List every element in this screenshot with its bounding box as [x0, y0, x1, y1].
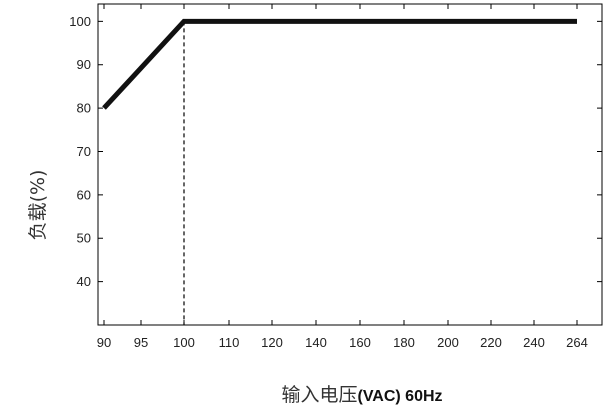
y-tick-label: 60	[77, 187, 91, 202]
y-axis-ticks: 40 50 60 70 80 90 100	[69, 14, 602, 289]
series-layer	[102, 18, 577, 110]
y-axis-title: 负载(%)	[27, 170, 49, 241]
x-axis-title-cjk: 输入电压	[281, 384, 357, 406]
x-tick-label: 120	[261, 335, 283, 350]
y-tick-label: 50	[77, 231, 91, 246]
x-tick-label: 95	[134, 335, 148, 350]
x-tick-label: 140	[305, 335, 327, 350]
y-tick-label: 80	[77, 101, 91, 116]
x-axis-ticks: 90 95 100 110 120 140 160 180 200 220 240 264	[97, 4, 588, 350]
plot-frame	[97, 3, 603, 326]
x-axis-title-latin: (VAC) 60Hz	[357, 388, 442, 405]
x-tick-label: 200	[437, 335, 459, 350]
y-tick-label: 90	[77, 57, 91, 72]
x-tick-label: 100	[173, 335, 195, 350]
x-tick-label: 180	[393, 335, 415, 350]
y-tick-label: 40	[77, 274, 91, 289]
x-tick-label: 160	[349, 335, 371, 350]
x-tick-label: 240	[523, 335, 545, 350]
series-line	[102, 18, 577, 110]
x-tick-label: 90	[97, 335, 111, 350]
x-axis-title: 输入电压(VAC) 60Hz	[281, 384, 442, 406]
x-tick-label: 110	[219, 335, 240, 350]
y-tick-label: 100	[69, 14, 91, 29]
x-tick-label: 220	[480, 335, 502, 350]
y-tick-label: 70	[77, 144, 91, 159]
x-tick-label: 264	[566, 335, 588, 350]
